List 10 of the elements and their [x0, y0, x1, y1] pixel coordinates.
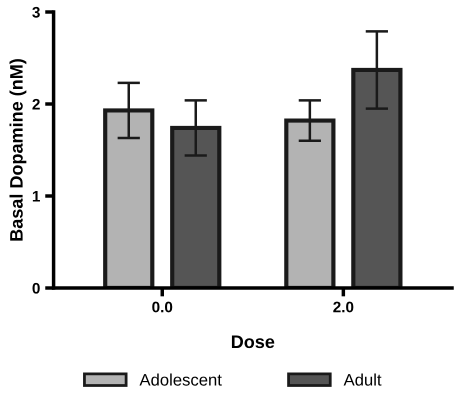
x-axis-title: Dose — [232, 336, 274, 348]
y-axis-title: Basal Dopamine (nM) — [10, 59, 26, 241]
x-tick-label: 2.0 — [333, 302, 354, 312]
y-tick-label: 2 — [32, 98, 40, 110]
x-tick-label: 0.0 — [152, 302, 172, 312]
y-tick-label: 3 — [32, 6, 40, 18]
y-tick-label: 0 — [32, 282, 40, 294]
legend-label: Adolescent — [139, 373, 222, 386]
legend-label: Adult — [344, 373, 382, 386]
y-tick-label: 1 — [32, 191, 40, 202]
